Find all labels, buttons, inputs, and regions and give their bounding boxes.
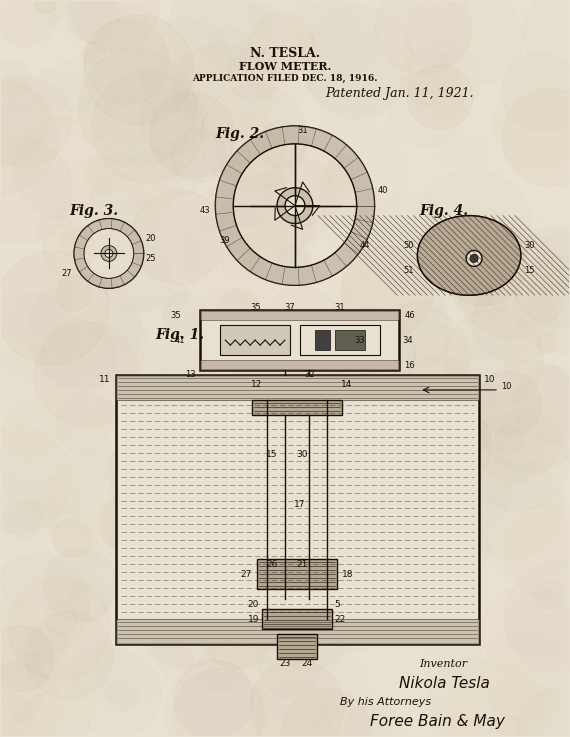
Text: Nikola Tesla: Nikola Tesla (400, 677, 490, 691)
Text: 27: 27 (241, 570, 252, 579)
Text: Fig. 4.: Fig. 4. (420, 203, 469, 217)
Text: Foree Bain & May: Foree Bain & May (369, 714, 504, 729)
Text: 15: 15 (524, 266, 534, 275)
Text: 35: 35 (250, 303, 260, 312)
Wedge shape (215, 126, 374, 285)
Text: 44: 44 (360, 241, 370, 250)
Text: 17: 17 (294, 500, 306, 509)
Text: Fig. 1.: Fig. 1. (156, 328, 205, 342)
Text: 18: 18 (342, 570, 353, 579)
Text: Fig. 2.: Fig. 2. (215, 127, 264, 141)
Text: 41: 41 (175, 335, 185, 345)
Text: 27: 27 (62, 269, 72, 278)
Text: 30: 30 (524, 241, 535, 250)
Bar (221, 325, 290, 355)
Text: 24: 24 (302, 660, 312, 668)
Circle shape (466, 251, 482, 266)
Wedge shape (74, 219, 144, 288)
Text: 15: 15 (266, 450, 278, 459)
Ellipse shape (417, 216, 521, 296)
Text: 23: 23 (279, 660, 291, 668)
Bar (335, 330, 365, 350)
Text: 21: 21 (296, 560, 308, 569)
Text: Fig. 3.: Fig. 3. (69, 203, 118, 217)
Bar (201, 310, 400, 320)
Bar (201, 310, 400, 370)
Text: APPLICATION FILED DEC. 18, 1916.: APPLICATION FILED DEC. 18, 1916. (192, 74, 378, 83)
Bar (116, 619, 479, 644)
Text: 10: 10 (501, 383, 511, 391)
Text: 16: 16 (405, 360, 415, 369)
Circle shape (285, 195, 305, 216)
Text: 40: 40 (377, 186, 388, 195)
Text: 22: 22 (335, 615, 346, 624)
Circle shape (277, 188, 313, 223)
Text: 33: 33 (355, 335, 365, 345)
Bar (116, 375, 479, 644)
Text: 31: 31 (297, 127, 308, 136)
Circle shape (101, 245, 117, 262)
Text: N. TESLA.: N. TESLA. (250, 46, 320, 60)
Text: 14: 14 (341, 380, 352, 389)
Text: 19: 19 (247, 615, 259, 624)
Text: 46: 46 (405, 311, 415, 320)
Text: 30: 30 (296, 450, 308, 459)
Bar (300, 325, 380, 355)
Text: 39: 39 (219, 236, 230, 245)
Text: 37: 37 (284, 303, 295, 312)
Circle shape (470, 254, 478, 262)
Text: Patented Jan. 11, 1921.: Patented Jan. 11, 1921. (325, 86, 474, 99)
Bar (252, 400, 342, 415)
Text: 34: 34 (402, 335, 413, 345)
Text: FLOW METER.: FLOW METER. (239, 60, 331, 71)
Text: 25: 25 (146, 254, 156, 263)
Bar (116, 375, 479, 400)
Text: By his Attorneys: By his Attorneys (340, 696, 431, 707)
Bar (277, 634, 317, 659)
Bar (262, 609, 332, 629)
Text: 35: 35 (170, 311, 181, 320)
Text: 32: 32 (304, 371, 315, 380)
Text: 31: 31 (335, 303, 345, 312)
Bar (257, 559, 337, 589)
Text: 12: 12 (251, 380, 263, 389)
Circle shape (105, 249, 113, 257)
Text: 11: 11 (99, 375, 111, 385)
Text: 10: 10 (484, 375, 495, 385)
Text: 5: 5 (335, 600, 340, 609)
Bar (315, 330, 330, 350)
Text: 26: 26 (266, 560, 278, 569)
Text: 50: 50 (404, 241, 414, 250)
Text: 43: 43 (200, 206, 210, 215)
Bar (201, 360, 400, 370)
Text: 13: 13 (185, 371, 196, 380)
Text: Inventor: Inventor (420, 659, 467, 669)
Text: 20: 20 (146, 234, 156, 243)
Text: 20: 20 (248, 600, 259, 609)
Text: 51: 51 (404, 266, 414, 275)
